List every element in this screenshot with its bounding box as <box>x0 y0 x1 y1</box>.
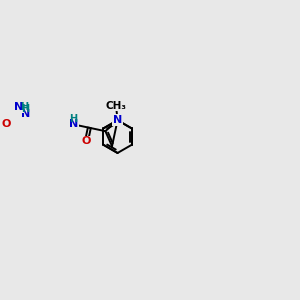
Text: N: N <box>21 109 30 119</box>
Text: O: O <box>2 119 11 129</box>
Text: H: H <box>20 102 28 112</box>
Text: H: H <box>21 104 29 114</box>
Text: CH₃: CH₃ <box>106 100 127 110</box>
Text: H: H <box>69 114 77 124</box>
Text: N: N <box>113 115 122 125</box>
Text: N: N <box>14 102 23 112</box>
Text: O: O <box>82 136 91 146</box>
Text: N: N <box>69 119 78 129</box>
